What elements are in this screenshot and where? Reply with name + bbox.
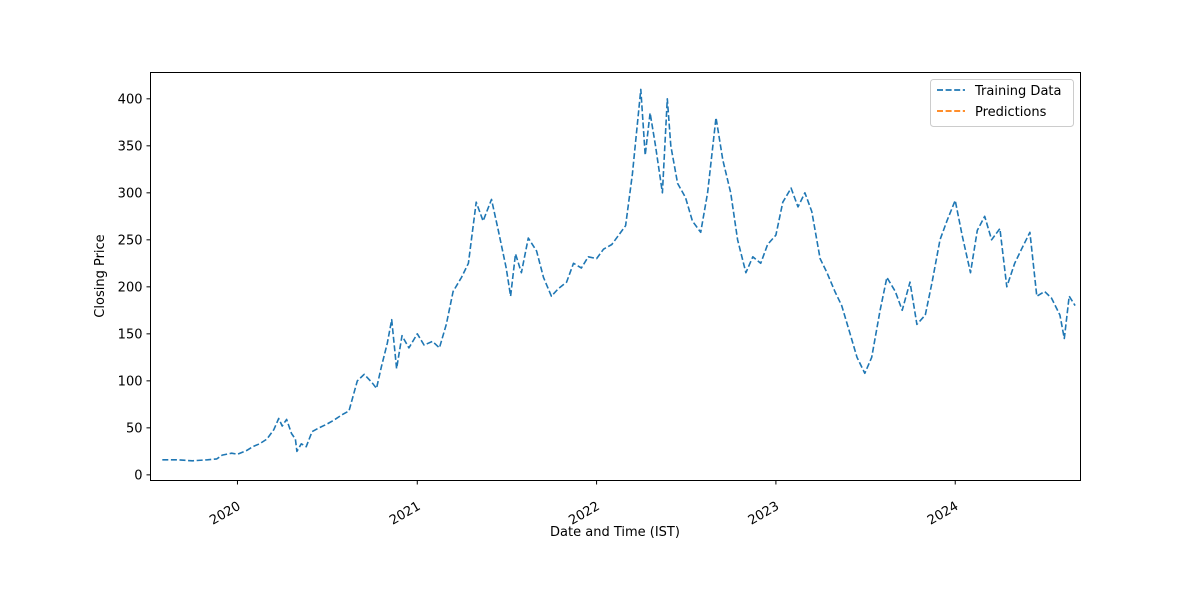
y-tick-label: 0	[134, 468, 142, 483]
legend: Training Data Predictions	[930, 79, 1074, 127]
series-line-training-data	[162, 88, 1076, 462]
y-tick-label: 350	[118, 139, 143, 154]
series-layer	[162, 88, 1076, 462]
y-tick-label: 400	[118, 92, 143, 107]
y-tick-label: 300	[118, 186, 143, 201]
y-tick-label: 50	[126, 421, 143, 436]
legend-label-predictions: Predictions	[975, 105, 1047, 120]
x-tick-label: 2020	[207, 499, 243, 529]
x-axis: 2020 2021 2022 2023 2024	[207, 480, 961, 529]
x-tick-label: 2024	[925, 499, 961, 529]
legend-label-training-data: Training Data	[974, 84, 1061, 99]
x-tick-label: 2021	[387, 499, 423, 529]
legend-box	[930, 79, 1074, 127]
y-axis: 0 50 100 150 200 250 300 350 400	[118, 92, 151, 483]
y-tick-label: 250	[118, 233, 143, 248]
y-tick-label: 200	[118, 280, 143, 295]
x-tick-label: 2023	[746, 499, 782, 529]
plot-frame	[150, 72, 1081, 481]
y-axis-label: Closing Price	[93, 234, 108, 317]
y-tick-label: 150	[118, 327, 143, 342]
y-tick-label: 100	[118, 374, 143, 389]
x-axis-label: Date and Time (IST)	[550, 525, 680, 540]
